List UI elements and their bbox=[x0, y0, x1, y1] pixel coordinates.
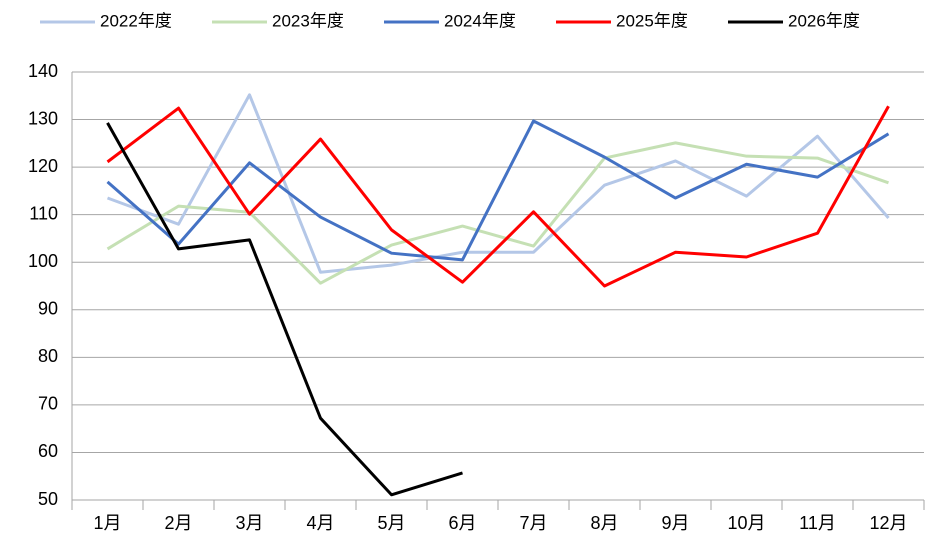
legend-label: 2026年度 bbox=[788, 11, 860, 30]
x-tick-label: 12月 bbox=[869, 513, 907, 533]
y-tick-label: 120 bbox=[28, 156, 58, 176]
x-tick-label: 3月 bbox=[235, 513, 263, 533]
y-tick-label: 70 bbox=[38, 394, 58, 414]
y-tick-label: 130 bbox=[28, 108, 58, 128]
x-tick-label: 7月 bbox=[519, 513, 547, 533]
legend-label: 2022年度 bbox=[100, 11, 172, 30]
y-tick-label: 90 bbox=[38, 299, 58, 319]
legend-label: 2025年度 bbox=[616, 11, 688, 30]
y-tick-label: 80 bbox=[38, 346, 58, 366]
x-tick-label: 5月 bbox=[377, 513, 405, 533]
y-tick-label: 50 bbox=[38, 489, 58, 509]
x-tick-label: 10月 bbox=[727, 513, 765, 533]
x-tick-label: 8月 bbox=[590, 513, 618, 533]
series-line bbox=[106, 141, 889, 285]
y-tick-label: 140 bbox=[28, 61, 58, 81]
x-tick-label: 6月 bbox=[448, 513, 476, 533]
legend-label: 2024年度 bbox=[444, 11, 516, 30]
y-tick-label: 60 bbox=[38, 441, 58, 461]
series-line bbox=[106, 105, 890, 288]
x-tick-label: 2月 bbox=[164, 513, 192, 533]
y-tick-label: 110 bbox=[29, 203, 58, 223]
y-tick-label: 100 bbox=[28, 251, 58, 271]
x-tick-label: 1月 bbox=[93, 513, 121, 533]
x-tick-label: 11月 bbox=[799, 513, 836, 533]
series-line bbox=[106, 119, 890, 262]
legend-label: 2023年度 bbox=[272, 11, 344, 30]
x-tick-label: 9月 bbox=[661, 513, 689, 533]
x-tick-label: 4月 bbox=[306, 513, 334, 533]
series-line bbox=[106, 93, 890, 274]
series-line bbox=[106, 122, 463, 497]
